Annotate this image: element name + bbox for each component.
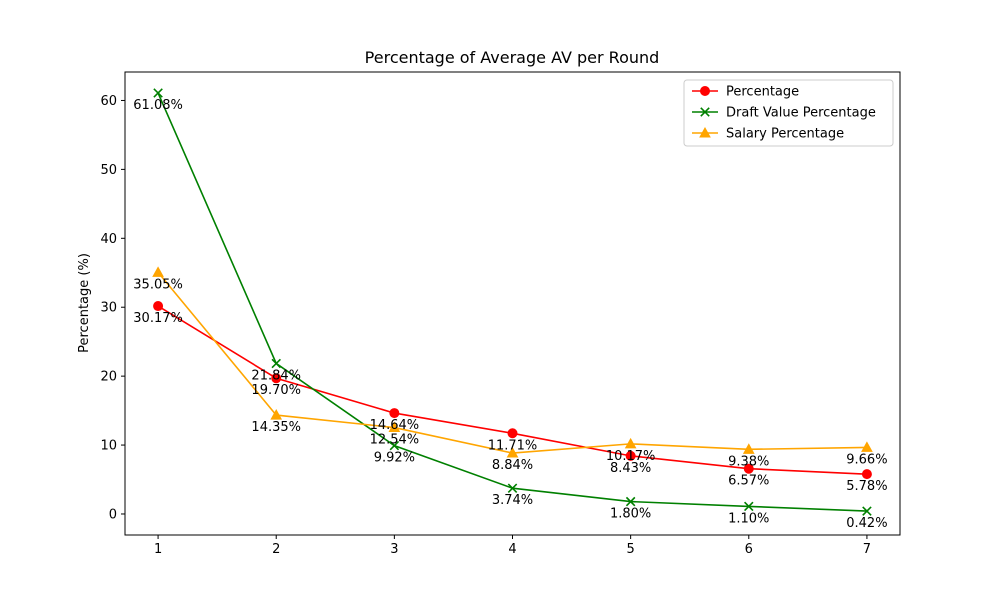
x-tick-label: 6 xyxy=(745,542,753,557)
legend-marker-percentage xyxy=(700,86,710,96)
data-point-draft-value-percentage xyxy=(625,496,636,507)
data-point-percentage xyxy=(743,463,754,474)
marker-stroke xyxy=(153,88,163,98)
data-point-percentage xyxy=(389,408,400,419)
legend-label-percentage: Percentage xyxy=(726,85,799,100)
y-tick-label: 20 xyxy=(100,370,117,385)
legend-label-salary-percentage: Salary Percentage xyxy=(726,127,844,142)
x-tick-label: 1 xyxy=(154,542,162,557)
series-percentage xyxy=(153,301,872,480)
legend-marker-salary-percentage xyxy=(699,126,711,138)
data-label-percentage: 14.64% xyxy=(370,418,420,433)
legend: Percentage Draft Value Percentage Salary P… xyxy=(683,79,894,147)
marker-stroke xyxy=(389,440,400,451)
y-tick-label: 30 xyxy=(100,301,117,316)
data-label-percentage: 5.78% xyxy=(846,479,887,494)
series-draft-value-percentage xyxy=(153,88,872,516)
marker-stroke xyxy=(625,496,636,507)
marker-stroke xyxy=(700,107,710,117)
marker-stroke xyxy=(744,501,754,512)
marker-stroke xyxy=(507,483,518,493)
data-label-draft-value-percentage: 1.80% xyxy=(610,507,651,522)
marker-stroke xyxy=(271,358,281,369)
y-axis-label: Percentage (%) xyxy=(77,253,92,353)
data-point-salary-percentage xyxy=(742,443,755,454)
data-label-percentage: 30.17% xyxy=(133,311,183,326)
legend-marker-draft-value-percentage xyxy=(700,107,710,117)
x-tick-label: 4 xyxy=(508,542,516,557)
data-label-percentage: 19.70% xyxy=(251,383,301,398)
data-label-draft-value-percentage: 21.84% xyxy=(251,368,301,383)
data-point-salary-percentage xyxy=(861,441,873,452)
data-point-percentage xyxy=(153,301,164,312)
data-label-draft-value-percentage: 1.10% xyxy=(728,511,769,526)
data-point-salary-percentage xyxy=(506,447,519,458)
data-label-salary-percentage: 9.66% xyxy=(846,452,887,467)
data-point-draft-value-percentage xyxy=(389,440,400,451)
data-point-draft-value-percentage xyxy=(507,483,518,493)
data-label-draft-value-percentage: 61.08% xyxy=(133,98,183,113)
data-label-percentage: 6.57% xyxy=(728,474,769,489)
data-point-draft-value-percentage xyxy=(744,501,754,512)
data-point-salary-percentage xyxy=(270,409,283,420)
y-tick-label: 60 xyxy=(100,94,117,109)
data-label-draft-value-percentage: 0.42% xyxy=(846,516,887,531)
data-point-percentage xyxy=(271,373,282,384)
data-point-draft-value-percentage xyxy=(153,88,163,98)
data-point-draft-value-percentage xyxy=(271,358,281,369)
legend-label-draft-value-percentage: Draft Value Percentage xyxy=(726,106,876,121)
marker-stroke xyxy=(862,506,872,516)
data-label-salary-percentage: 12.54% xyxy=(370,433,420,448)
x-tick-label: 5 xyxy=(626,542,634,557)
axes: 1 2 3 4 5 6 7 0 10 20 30 40 50 60 xyxy=(100,71,901,557)
data-label-salary-percentage: 8.84% xyxy=(492,458,533,473)
y-tick-label: 40 xyxy=(100,232,117,247)
y-tick-label: 50 xyxy=(100,163,117,178)
data-point-salary-percentage xyxy=(624,437,637,449)
data-label-salary-percentage: 35.05% xyxy=(133,277,183,292)
data-label-draft-value-percentage: 9.92% xyxy=(374,451,415,466)
data-label-percentage: 8.43% xyxy=(610,461,651,476)
data-label-salary-percentage: 10.17% xyxy=(606,449,656,464)
data-point-salary-percentage xyxy=(388,421,401,433)
series-salary-percentage xyxy=(152,266,873,458)
series-layer xyxy=(152,88,873,516)
data-point-percentage xyxy=(861,469,872,480)
legend-box xyxy=(683,79,894,147)
data-label-salary-percentage: 9.38% xyxy=(728,454,769,469)
x-tick-label: 3 xyxy=(390,542,398,557)
y-tick-label: 0 xyxy=(109,507,117,522)
data-label-percentage: 11.71% xyxy=(488,438,538,453)
x-tick-label: 7 xyxy=(863,542,871,557)
chart-title: Percentage of Average AV per Round xyxy=(365,48,660,67)
data-label-draft-value-percentage: 3.74% xyxy=(492,493,533,508)
data-labels: 30.17% 19.70% 14.64% 11.71% 8.43% 6.57% 5.78% 6… xyxy=(133,98,887,531)
data-point-percentage xyxy=(507,428,518,439)
data-point-percentage xyxy=(625,450,636,461)
data-point-draft-value-percentage xyxy=(862,506,872,516)
x-tick-label: 2 xyxy=(272,542,280,557)
data-label-salary-percentage: 14.35% xyxy=(251,420,301,435)
data-point-salary-percentage xyxy=(152,266,164,277)
y-tick-label: 10 xyxy=(100,439,117,454)
